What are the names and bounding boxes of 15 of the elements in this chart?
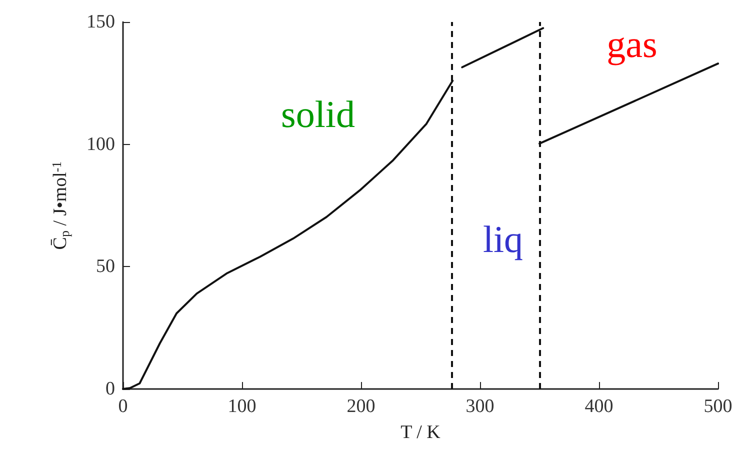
- x-tick-label: 100: [228, 396, 256, 417]
- annotation: gas: [606, 24, 658, 66]
- y-tick-label: 50: [96, 256, 115, 278]
- x-axis-title: T / K: [400, 422, 441, 443]
- y-tick-label: 150: [86, 12, 115, 32]
- x-tick-label: 300: [466, 396, 494, 417]
- annotation: liq: [482, 219, 524, 261]
- x-tick-label: 400: [584, 396, 614, 417]
- y-axis-title: C̄p / J•mol-1: [49, 161, 72, 250]
- x-tick-label: 500: [704, 396, 732, 417]
- x-tick-label: 200: [346, 396, 376, 417]
- y-tick-label: 100: [86, 134, 115, 155]
- x-tick-label: 0: [118, 396, 128, 417]
- annotation: solid: [281, 94, 355, 136]
- y-tick-label: 0: [106, 378, 115, 400]
